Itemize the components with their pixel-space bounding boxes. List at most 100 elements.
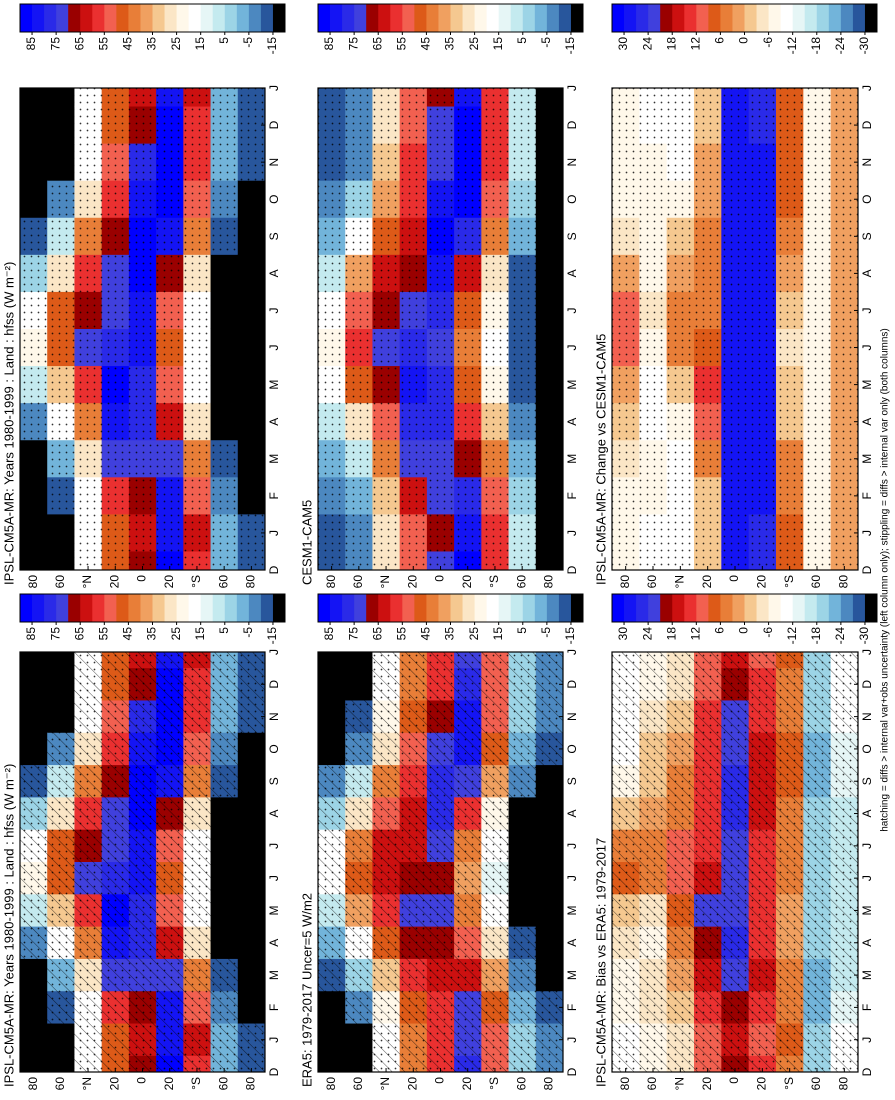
x-tick-label: D bbox=[860, 680, 874, 689]
colorbar-band bbox=[414, 594, 427, 622]
colorbar-band bbox=[684, 4, 697, 32]
x-tick-label: S bbox=[267, 232, 281, 240]
x-tick-label: M bbox=[267, 905, 281, 915]
y-tick-label: 60 bbox=[809, 1077, 823, 1091]
x-tick-label: J bbox=[267, 649, 281, 655]
colorbar-label: -12 bbox=[785, 37, 799, 55]
colorbar-label: 55 bbox=[394, 37, 408, 51]
x-tick-label: J bbox=[860, 85, 874, 91]
colorbar-band bbox=[200, 4, 214, 32]
colorbar-band bbox=[140, 4, 153, 32]
colorbar-band bbox=[474, 4, 488, 32]
x-tick-label: S bbox=[860, 777, 874, 785]
y-tick-label: 20 bbox=[107, 1077, 121, 1091]
colorbar-label: 5 bbox=[217, 37, 231, 44]
x-tick-label: A bbox=[860, 939, 874, 947]
y-tick-label: °N bbox=[80, 1077, 94, 1090]
y-tick-label: 60 bbox=[216, 1077, 230, 1091]
colorbar-label: -18 bbox=[809, 37, 823, 55]
y-tick-label: 20 bbox=[107, 575, 121, 589]
x-tick-label: A bbox=[860, 418, 874, 426]
panel-title: ERA5: 1979-2017 Uncer=5 W/m2 bbox=[299, 893, 314, 1087]
colorbar-label: 12 bbox=[688, 37, 702, 51]
colorbar-band bbox=[104, 594, 117, 622]
y-tick-label: 0 bbox=[727, 575, 741, 582]
colorbar-band bbox=[486, 4, 500, 32]
y-tick-label: °S bbox=[487, 1077, 501, 1090]
colorbar-band bbox=[224, 4, 238, 32]
colorbar-band bbox=[318, 594, 331, 622]
x-tick-label: N bbox=[267, 158, 281, 167]
y-tick-label: 60 bbox=[351, 575, 365, 589]
colorbar-label: 15 bbox=[491, 37, 505, 51]
colorbar-band bbox=[390, 4, 403, 32]
x-tick-label: A bbox=[860, 810, 874, 818]
colorbar-band bbox=[212, 4, 226, 32]
colorbar-band bbox=[450, 594, 463, 622]
y-tick-label: 60 bbox=[514, 575, 528, 589]
y-tick-label: 60 bbox=[216, 575, 230, 589]
x-tick-label: J bbox=[565, 875, 579, 881]
x-tick-label: D bbox=[267, 565, 281, 574]
colorbar-band bbox=[56, 4, 69, 32]
colorbar-label: 65 bbox=[370, 37, 384, 51]
y-tick-label: 60 bbox=[53, 1077, 67, 1091]
x-tick-label: J bbox=[860, 875, 874, 881]
rotated-figure: hatching = diffs > internal var+obs unce… bbox=[1, 3, 891, 1091]
colorbar-band bbox=[176, 594, 190, 622]
colorbar-band bbox=[164, 4, 177, 32]
y-tick-label: 80 bbox=[618, 575, 632, 589]
colorbar-band bbox=[128, 4, 141, 32]
y-tick-label: 80 bbox=[542, 575, 556, 589]
colorbar-band bbox=[498, 594, 512, 622]
colorbar-label: 15 bbox=[193, 627, 207, 641]
x-tick-label: S bbox=[267, 777, 281, 785]
x-tick-label: M bbox=[860, 905, 874, 915]
x-tick-label: A bbox=[860, 269, 874, 277]
colorbar-band bbox=[152, 4, 165, 32]
x-tick-label: S bbox=[565, 232, 579, 240]
x-tick-label: J bbox=[267, 1037, 281, 1043]
panel-title: IPSL-CM5A-MR: Change vs CESM1-CAM5 bbox=[593, 334, 608, 585]
colorbar-label: -12 bbox=[785, 627, 799, 645]
y-tick-label: 20 bbox=[460, 1077, 474, 1091]
x-tick-label: J bbox=[565, 85, 579, 91]
panel-title: IPSL-CM5A-MR: Years 1980-1999 : Land : h… bbox=[1, 262, 16, 585]
x-tick-label: J bbox=[565, 1037, 579, 1043]
colorbar-band bbox=[804, 594, 818, 622]
y-tick-label: °S bbox=[782, 575, 796, 588]
x-tick-label: J bbox=[565, 649, 579, 655]
x-tick-label: S bbox=[860, 232, 874, 240]
x-tick-label: A bbox=[565, 810, 579, 818]
x-tick-label: J bbox=[860, 649, 874, 655]
colorbar-band bbox=[672, 594, 685, 622]
x-tick-label: J bbox=[267, 307, 281, 313]
colorbar-band bbox=[534, 4, 548, 32]
colorbar-label: 35 bbox=[145, 627, 159, 641]
colorbar-band bbox=[780, 4, 794, 32]
colorbar-band bbox=[236, 594, 250, 622]
stippling bbox=[612, 88, 858, 570]
y-tick-label: 0 bbox=[433, 1077, 447, 1084]
colorbar-band bbox=[20, 4, 33, 32]
x-tick-label: J bbox=[565, 843, 579, 849]
panel-title: IPSL-CM5A-MR: Years 1980-1999 : Land : h… bbox=[1, 764, 16, 1087]
colorbar-band bbox=[660, 4, 673, 32]
colorbar-band bbox=[768, 4, 782, 32]
colorbar-band bbox=[152, 594, 165, 622]
x-tick-label: F bbox=[860, 1004, 874, 1011]
colorbar-band bbox=[792, 4, 806, 32]
y-tick-label: 60 bbox=[645, 1077, 659, 1091]
colorbar-band bbox=[510, 594, 524, 622]
y-tick-label: °S bbox=[782, 1077, 796, 1090]
stippling bbox=[20, 652, 265, 1072]
colorbar-label: 6 bbox=[713, 627, 727, 634]
colorbar-label: 55 bbox=[394, 627, 408, 641]
stippling bbox=[612, 652, 858, 1072]
colorbar-label: -6 bbox=[761, 627, 775, 638]
colorbar-band bbox=[116, 594, 129, 622]
x-tick-label: D bbox=[565, 120, 579, 129]
colorbar-band bbox=[402, 594, 415, 622]
x-tick-label: J bbox=[565, 530, 579, 536]
